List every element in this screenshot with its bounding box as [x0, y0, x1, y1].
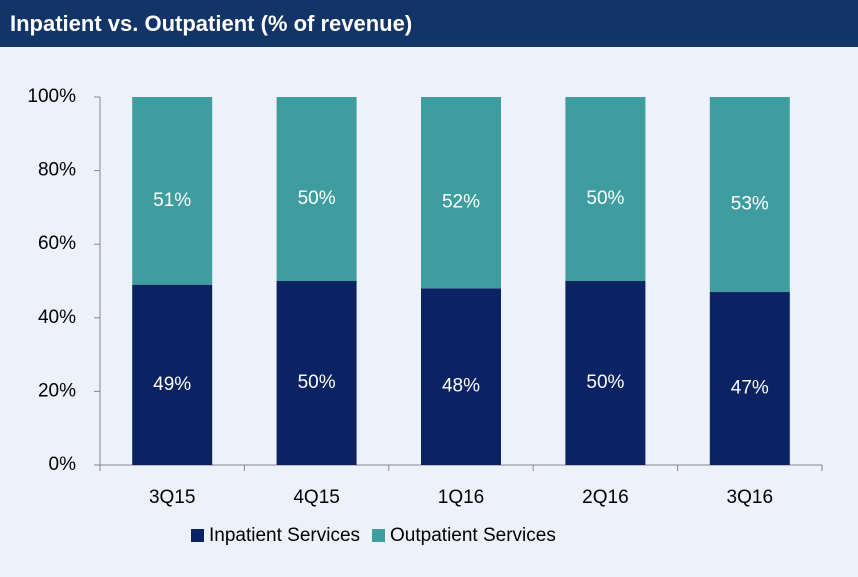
bar-segment	[421, 288, 501, 465]
bar-segment	[421, 97, 501, 289]
bar-segment	[565, 281, 646, 465]
data-label: 50%	[586, 188, 624, 209]
chart-title: Inpatient vs. Outpatient (% of revenue)	[10, 11, 412, 36]
data-label: 52%	[442, 192, 480, 213]
legend-label: Outpatient Services	[390, 525, 556, 546]
header-bar	[0, 0, 858, 47]
bar-segment	[276, 281, 357, 465]
bar-segment	[709, 292, 790, 465]
data-label: 48%	[442, 376, 480, 397]
bar-segment	[132, 284, 213, 465]
x-tick-label: 3Q15	[149, 487, 195, 508]
x-tick-label: 3Q16	[727, 487, 773, 508]
legend-swatch	[191, 529, 204, 542]
y-tick-label: 100%	[27, 86, 76, 107]
data-label: 53%	[731, 194, 769, 215]
y-tick-label: 80%	[38, 160, 76, 181]
y-tick-label: 60%	[38, 233, 76, 254]
data-label: 50%	[298, 372, 336, 393]
bar-segment	[709, 97, 790, 293]
legend-swatch	[372, 529, 386, 542]
data-label: 47%	[731, 378, 769, 399]
data-label: 50%	[298, 188, 336, 209]
bar-segment	[132, 97, 213, 285]
y-tick-label: 0%	[49, 454, 77, 475]
data-label: 49%	[153, 374, 191, 395]
legend-label: Inpatient Services	[209, 525, 360, 546]
x-tick-label: 1Q16	[438, 487, 484, 508]
y-tick-label: 40%	[38, 307, 76, 328]
y-tick-label: 20%	[38, 380, 76, 401]
bar-segment	[276, 97, 357, 281]
x-tick-label: 2Q16	[582, 487, 628, 508]
bar-segment	[565, 97, 646, 281]
x-tick-label: 4Q15	[293, 487, 339, 508]
data-label: 51%	[153, 190, 191, 211]
data-label: 50%	[586, 372, 624, 393]
